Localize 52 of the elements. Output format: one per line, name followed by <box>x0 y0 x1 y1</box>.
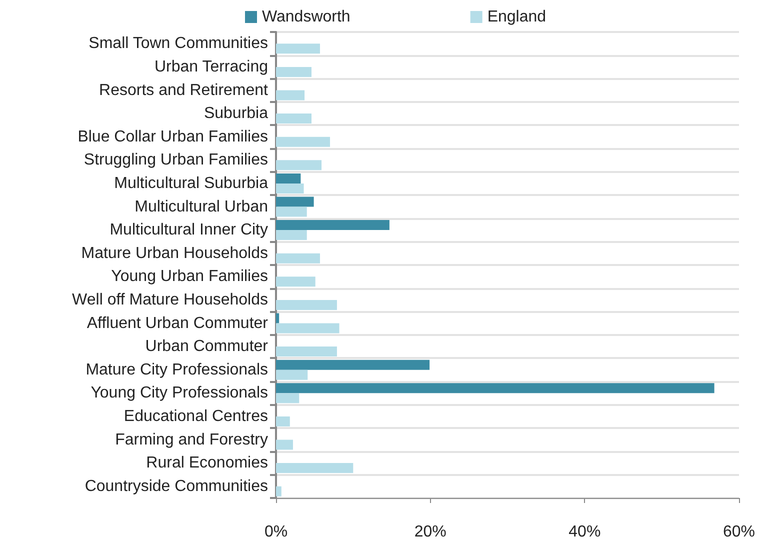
bar <box>276 486 282 496</box>
bar <box>276 300 337 310</box>
y-tick-label: Young City Professionals <box>90 384 268 402</box>
y-tick-label: Resorts and Retirement <box>99 82 269 99</box>
bar <box>276 90 305 100</box>
bar <box>276 44 320 54</box>
legend-label: England <box>487 8 546 26</box>
y-tick-label: Blue Collar Urban Families <box>78 128 268 146</box>
y-tick-label: Multicultural Inner City <box>110 222 268 239</box>
x-tick-label: 20% <box>414 524 446 540</box>
x-tick-label: 0% <box>264 524 288 540</box>
y-tick-label: Educational Centres <box>124 408 268 425</box>
bar <box>276 393 300 404</box>
bar <box>276 160 322 170</box>
y-tick-label: Suburbia <box>204 105 268 122</box>
y-tick-label: Farming and Forestry <box>115 431 268 448</box>
bar <box>276 230 307 240</box>
bar <box>276 196 314 207</box>
y-tick-label: Rural Economies <box>146 454 268 472</box>
bar <box>276 276 316 287</box>
y-tick-label: Urban Terracing <box>154 58 268 76</box>
bar <box>276 173 301 184</box>
y-tick-label: Countryside Communities <box>84 478 268 495</box>
y-tick-label: Small Town Communities <box>88 35 268 52</box>
y-tick-label: Mature Urban Households <box>81 244 268 262</box>
bar <box>276 463 354 474</box>
x-tick-label: 60% <box>722 524 756 540</box>
bar <box>276 360 430 370</box>
bar <box>276 136 330 147</box>
y-tick-label: Well off Mature Households <box>72 291 268 308</box>
bar <box>276 440 293 450</box>
bar <box>276 114 312 124</box>
y-tick-label: Affluent Urban Commuter <box>86 314 269 332</box>
y-tick-label: Multicultural Suburbia <box>114 174 268 192</box>
legend-label: Wandsworth <box>262 8 350 26</box>
bar <box>276 206 307 217</box>
y-tick-label: Mature City Professionals <box>86 361 268 378</box>
bar <box>276 183 304 194</box>
bar <box>276 253 320 264</box>
bar <box>276 323 340 334</box>
y-tick-label: Struggling Urban Families <box>84 152 268 169</box>
bar <box>276 346 337 357</box>
bar <box>276 416 290 426</box>
bar <box>276 66 312 77</box>
y-tick-label: Young Urban Families <box>111 268 268 286</box>
bar <box>276 220 390 230</box>
y-tick-label: Multicultural Urban <box>134 198 268 216</box>
y-tick-label: Urban Commuter <box>145 338 269 356</box>
bar <box>276 313 280 324</box>
bar <box>276 383 714 394</box>
x-tick-label: 40% <box>568 524 601 540</box>
bar <box>276 370 308 380</box>
